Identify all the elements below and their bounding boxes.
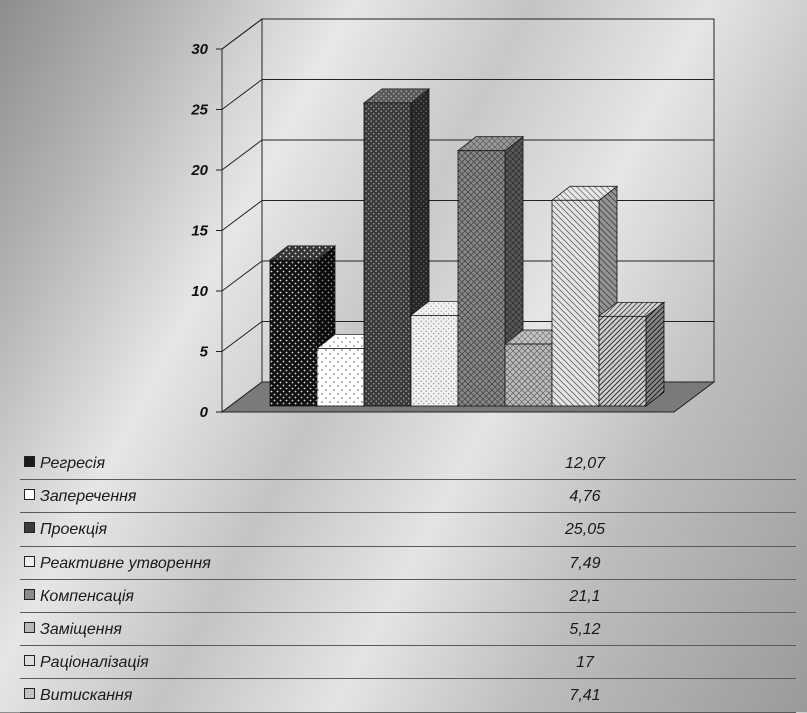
gridline-side bbox=[221, 260, 263, 292]
legend-swatch bbox=[24, 688, 35, 700]
table-row: Проекція 25,05 bbox=[20, 513, 796, 547]
gridline-side bbox=[221, 200, 263, 231]
row-label: Регресія bbox=[40, 455, 105, 472]
bar-front bbox=[363, 102, 412, 407]
y-tick-label: 15 bbox=[191, 223, 208, 240]
row-label: Витискання bbox=[40, 687, 133, 705]
bar-top-shade bbox=[458, 136, 523, 151]
row-label: Реактивне утворення bbox=[40, 554, 211, 572]
y-tick-label: 20 bbox=[190, 162, 208, 179]
bar-front bbox=[551, 199, 600, 407]
y-tick-label: 30 bbox=[191, 41, 208, 58]
row-value: 4,76 bbox=[569, 488, 601, 506]
row-label: Раціоналізація bbox=[40, 654, 149, 672]
table-row: Заперечення 4,76 bbox=[20, 480, 796, 514]
row-value: 5,12 bbox=[569, 620, 601, 638]
bar-front bbox=[410, 314, 459, 407]
row-label: Компенсація bbox=[40, 587, 134, 605]
data-table: Регресія 12,07 Заперечення 4,76 Проекція… bbox=[20, 447, 796, 713]
legend-swatch bbox=[24, 555, 35, 567]
bar bbox=[456, 135, 525, 407]
row-value: 12,07 bbox=[564, 455, 606, 472]
bar-top-shade bbox=[364, 88, 429, 103]
y-tick-label: 25 bbox=[190, 102, 208, 119]
row-value: 17 bbox=[576, 654, 594, 672]
row-label: Проекція bbox=[40, 521, 108, 539]
legend-swatch bbox=[24, 522, 35, 534]
row-value: 21,1 bbox=[569, 587, 601, 605]
legend-swatch bbox=[24, 489, 35, 501]
bar-front bbox=[504, 343, 553, 407]
bar-front bbox=[598, 315, 647, 407]
bar-top-shade bbox=[552, 186, 617, 201]
table-row: Регресія 12,07 bbox=[20, 447, 796, 481]
legend-swatch bbox=[24, 456, 35, 467]
bar bbox=[597, 301, 666, 407]
table-row: Заміщення 5,12 bbox=[20, 613, 796, 647]
gridline-side bbox=[221, 139, 263, 171]
gridline-side bbox=[221, 321, 263, 352]
row-value: 7,41 bbox=[569, 687, 601, 705]
legend-swatch bbox=[24, 621, 35, 633]
legend-swatch bbox=[24, 588, 35, 600]
legend-swatch bbox=[24, 655, 35, 667]
bar-front bbox=[457, 150, 506, 407]
gridline-side bbox=[221, 79, 263, 110]
bar-front bbox=[316, 348, 365, 407]
bar-top-shade bbox=[599, 302, 664, 317]
table-row: Раціоналізація 17 bbox=[20, 646, 796, 680]
bar-top-shade bbox=[270, 245, 335, 260]
gridline-side bbox=[221, 18, 263, 50]
table-row: Реактивне утворення 7,49 bbox=[20, 547, 796, 580]
y-axis-ticks: 0 5 10 15 20 25 30 bbox=[190, 41, 223, 421]
row-label: Заперечення bbox=[40, 488, 137, 506]
table-row: Витискання 7,41 bbox=[20, 679, 796, 713]
y-tick-label: 5 bbox=[200, 344, 209, 361]
row-value: 7,49 bbox=[569, 554, 601, 572]
table-row: Компенсація 21,1 bbox=[20, 580, 796, 613]
bar-front bbox=[269, 259, 318, 407]
y-tick-label: 0 bbox=[200, 404, 209, 421]
chart-bars bbox=[268, 88, 666, 407]
y-tick-label: 10 bbox=[191, 283, 208, 300]
row-value: 25,05 bbox=[564, 521, 606, 539]
row-label: Заміщення bbox=[40, 620, 122, 638]
bar-side-shade bbox=[646, 302, 664, 406]
